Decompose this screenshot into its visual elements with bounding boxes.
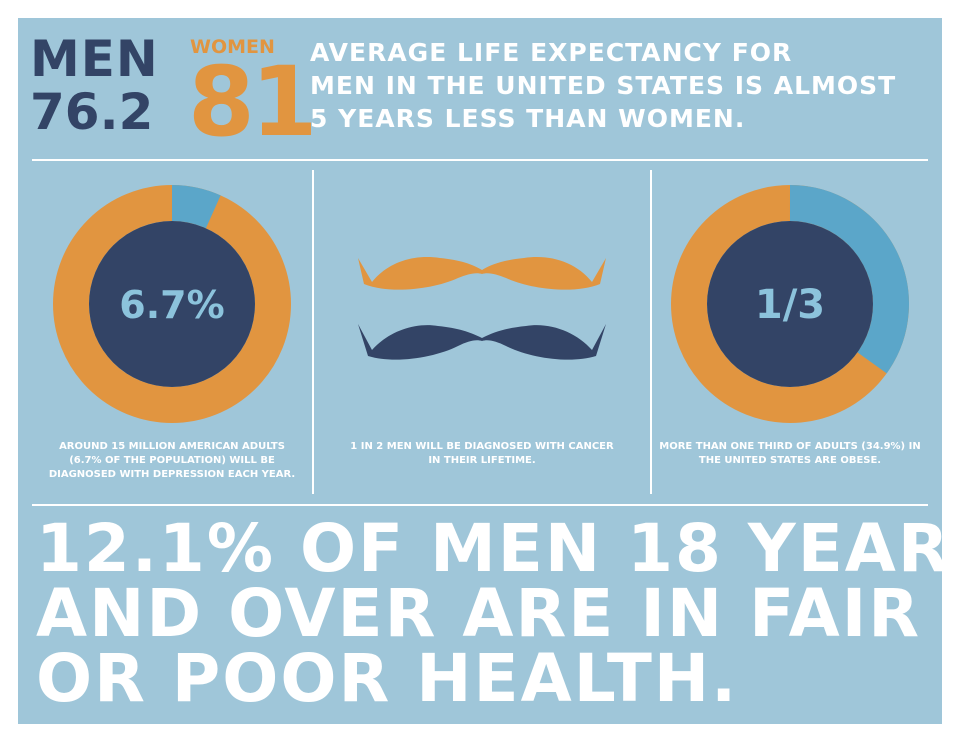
donut-center	[707, 221, 873, 387]
donut-center	[89, 221, 255, 387]
headline-line: 5 YEARS LESS THAN WOMEN.	[310, 104, 746, 133]
cancer-stat: 1 IN 2 MEN WILL BE DIAGNOSED WITH CANCER…	[314, 168, 650, 498]
caption-line: THE UNITED STATES ARE OBESE.	[698, 455, 882, 466]
women-life-expectancy: 81	[188, 46, 318, 158]
statement-line: 12.1% OF MEN 18 YEARS	[36, 510, 960, 587]
caption-line: MORE THAN ONE THIRD OF ADULTS (34.9%) IN	[659, 441, 921, 452]
obesity-stat: 1/3 MORE THAN ONE THIRD OF ADULTS (34.9%…	[652, 168, 928, 498]
donut-segment	[789, 185, 909, 374]
statement-line: OR POOR HEALTH.	[36, 640, 739, 717]
infographic-panel: MEN 76.2 WOMEN 81 AVERAGE LIFE EXPECTANC…	[18, 18, 960, 724]
donut-center-label: 6.7%	[119, 283, 224, 327]
divider-top	[32, 159, 928, 161]
headline-line: AVERAGE LIFE EXPECTANCY FOR	[310, 38, 793, 67]
obesity-donut: 1/3	[671, 185, 909, 423]
divider-vertical-2	[650, 170, 652, 494]
headline-line: MEN IN THE UNITED STATES IS ALMOST	[310, 71, 897, 100]
life-expectancy-headline: AVERAGE LIFE EXPECTANCY FOR MEN IN THE U…	[310, 36, 896, 135]
depression-stat: 6.7% AROUND 15 MILLION AMERICAN ADULTS (…	[32, 168, 312, 498]
divider-vertical-1	[312, 170, 314, 494]
mustache-icon	[358, 324, 606, 360]
men-label: MEN	[30, 30, 159, 88]
women-label: WOMEN	[190, 36, 275, 58]
caption-line: 1 IN 2 MEN WILL BE DIAGNOSED WITH CANCER	[350, 441, 614, 452]
caption-line: DIAGNOSED WITH DEPRESSION EACH YEAR.	[48, 469, 296, 480]
depression-caption: AROUND 15 MILLION AMERICAN ADULTS (6.7% …	[32, 440, 312, 482]
caption-line: (6.7% OF THE POPULATION) WILL BE	[69, 455, 275, 466]
men-life-expectancy: 76.2	[30, 83, 154, 141]
mustache-icon	[358, 257, 606, 290]
donut-center-label: 1/3	[755, 282, 825, 328]
donut-segment	[171, 185, 221, 229]
health-statement: 12.1% OF MEN 18 YEARS AND OVER ARE IN FA…	[36, 510, 960, 717]
caption-line: IN THEIR LIFETIME.	[428, 455, 536, 466]
cancer-caption: 1 IN 2 MEN WILL BE DIAGNOSED WITH CANCER…	[314, 440, 650, 468]
caption-line: AROUND 15 MILLION AMERICAN ADULTS	[59, 441, 285, 452]
divider-bottom	[32, 504, 928, 506]
statement-line: AND OVER ARE IN FAIR	[36, 575, 922, 652]
obesity-caption: MORE THAN ONE THIRD OF ADULTS (34.9%) IN…	[652, 440, 928, 468]
mustache-icons	[358, 257, 606, 360]
depression-donut: 6.7%	[53, 185, 291, 423]
